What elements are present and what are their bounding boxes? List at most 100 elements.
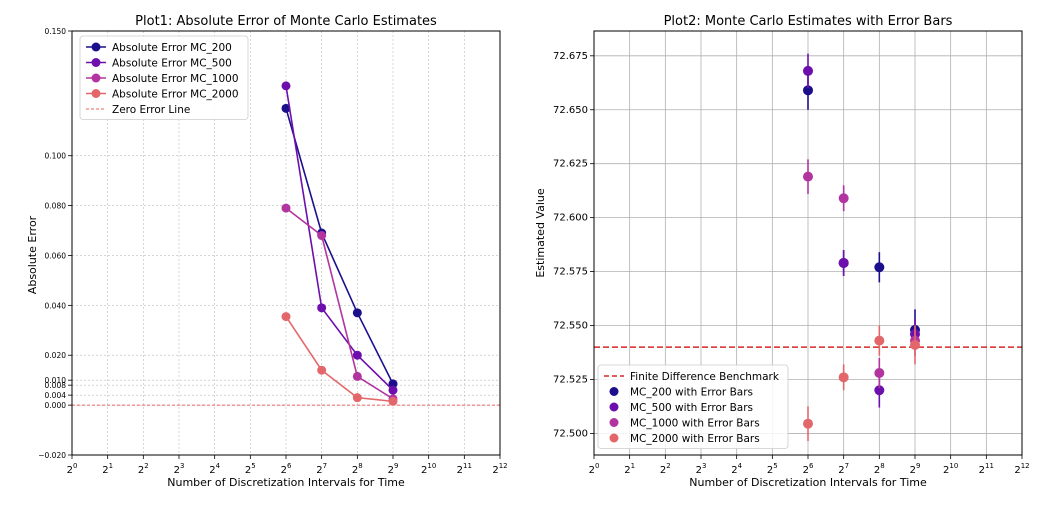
- plot1-ylabel: Absolute Error: [26, 215, 39, 294]
- x-tick-label: 22: [138, 462, 149, 476]
- x-tick-label: 210: [943, 462, 958, 476]
- data-point: [838, 193, 849, 204]
- x-tick-label: 210: [421, 462, 436, 476]
- data-point: [838, 372, 849, 383]
- y-tick-label: 72.550: [553, 321, 588, 332]
- legend-item: MC_200 with Error Bars: [609, 387, 753, 399]
- y-tick-label: −0.020: [38, 451, 66, 460]
- legend-item: MC_500 with Error Bars: [609, 402, 753, 414]
- legend-item: Absolute Error MC_500: [86, 58, 232, 70]
- legend-marker: [609, 402, 619, 412]
- data-point: [281, 203, 291, 213]
- series-4: [281, 312, 398, 406]
- x-tick-label: 212: [492, 462, 507, 476]
- series-line: [285, 108, 394, 385]
- y-tick-label: 0.100: [45, 152, 67, 161]
- y-tick-label: 0.020: [45, 351, 67, 360]
- x-tick-label: 23: [174, 462, 185, 476]
- data-point: [388, 379, 398, 389]
- series-1: [803, 70, 920, 351]
- legend-box: [597, 364, 789, 449]
- x-tick-label: 26: [803, 462, 814, 476]
- legend-box: [79, 35, 249, 120]
- series-3: [803, 159, 920, 389]
- x-tick-label: 27: [838, 462, 849, 476]
- data-point: [317, 365, 327, 375]
- plot2-axes: 20 21 22 23 24 25 26 27 28 29 210 211 212 72.500 72.52…: [553, 30, 1030, 476]
- data-point: [910, 339, 920, 350]
- y-tick-label: 72.675: [553, 51, 588, 62]
- data-point: [838, 257, 849, 268]
- x-tick-label: 26: [281, 462, 292, 476]
- legend-marker: [91, 89, 101, 98]
- legend-label: MC_500 with Error Bars: [630, 402, 753, 414]
- x-tick-label: 21: [102, 462, 113, 476]
- legend-marker: [91, 73, 101, 83]
- y-tick-label: 0.008: [45, 381, 67, 390]
- data-point: [388, 385, 398, 395]
- series-2: [803, 53, 920, 408]
- x-tick-label: 24: [209, 462, 220, 476]
- y-tick-label: 72.525: [553, 374, 588, 385]
- data-point: [874, 368, 885, 379]
- data-point: [317, 231, 327, 241]
- legend-item: MC_1000 with Error Bars: [609, 418, 760, 430]
- legend-label: MC_200 with Error Bars: [630, 387, 753, 399]
- series-3: [281, 203, 398, 404]
- data-point: [352, 308, 362, 318]
- x-tick-label: 29: [388, 462, 399, 476]
- plot1-xlabel: Number of Discretization Intervals for T…: [167, 476, 405, 489]
- legend-label: MC_1000 with Error Bars: [630, 418, 760, 430]
- y-tick-label: 0.010: [45, 376, 67, 385]
- x-tick-label: 29: [910, 462, 921, 476]
- data-point: [281, 81, 291, 91]
- y-tick-label: 0.004: [45, 391, 67, 400]
- plot2-ylabel: Estimated Value: [534, 188, 547, 278]
- x-tick-label: 27: [316, 462, 327, 476]
- x-tick-label: 28: [874, 462, 885, 476]
- x-tick-label: 22: [660, 462, 671, 476]
- data-point: [874, 262, 885, 273]
- series-line: [285, 316, 394, 403]
- legend-marker: [609, 418, 619, 427]
- y-tick-label: 0.040: [45, 301, 67, 310]
- data-point: [803, 171, 813, 182]
- data-point: [388, 396, 398, 406]
- x-tick-label: 25: [767, 462, 778, 476]
- x-tick-label: 212: [1014, 462, 1029, 476]
- y-tick-label: 0.150: [45, 27, 67, 36]
- y-tick-label: 72.575: [553, 267, 588, 278]
- series-1: [281, 103, 398, 389]
- plot2-title: Plot2: Monte Carlo Estimates with Error …: [664, 14, 953, 29]
- data-point: [803, 418, 813, 429]
- x-tick-label: 20: [589, 462, 600, 476]
- legend-item: Absolute Error MC_2000: [86, 89, 239, 101]
- y-tick-label: 72.625: [553, 159, 588, 170]
- data-point: [352, 371, 362, 381]
- plot2-xlabel: Number of Discretization Intervals for T…: [689, 476, 927, 489]
- data-point: [281, 103, 291, 113]
- legend-item: Zero Error Line: [86, 104, 190, 116]
- legend-label: Absolute Error MC_500: [112, 58, 232, 70]
- legend-marker: [609, 387, 619, 396]
- y-tick-label: 0.060: [45, 251, 67, 260]
- data-point: [317, 303, 327, 313]
- y-tick-label: 0.080: [45, 202, 67, 211]
- legend-marker: [609, 433, 619, 443]
- y-tick-label: 72.500: [553, 428, 588, 439]
- legend-label: Zero Error Line: [112, 104, 190, 116]
- data-point: [874, 335, 885, 346]
- data-point: [281, 312, 291, 322]
- legend-label: Absolute Error MC_1000: [112, 73, 239, 85]
- legend: Absolute Error MC_200 Absolute Error MC_5…: [79, 35, 249, 120]
- x-tick-label: 25: [245, 462, 256, 476]
- data-point: [803, 85, 813, 96]
- y-tick-label: 72.600: [553, 213, 588, 224]
- legend-item: MC_2000 with Error Bars: [609, 433, 760, 445]
- legend-label: Absolute Error MC_2000: [112, 89, 239, 101]
- x-tick-label: 21: [624, 462, 635, 476]
- x-tick-label: 23: [696, 462, 707, 476]
- y-tick-label: 72.650: [553, 105, 588, 116]
- legend-marker: [91, 58, 101, 67]
